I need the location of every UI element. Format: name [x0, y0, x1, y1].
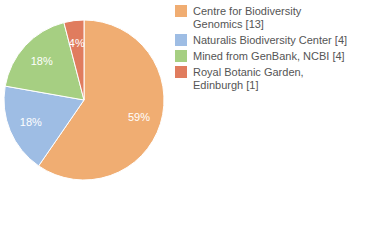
legend-label: Centre for BiodiversityGenomics [13] — [193, 5, 302, 30]
legend-entry: Centre for BiodiversityGenomics [13] — [175, 5, 302, 30]
chart: 59% 18% 18% 4% Centre for BiodiversityGenomi… — [0, 0, 380, 240]
legend-swatch — [175, 66, 187, 78]
legend: Centre for BiodiversityGenomics [13] Natu… — [175, 5, 347, 91]
legend-label: Naturalis Biodiversity Center [4] — [193, 34, 347, 46]
data-label: 4% — [69, 37, 85, 49]
legend-label: Mined from GenBank, NCBI [4] — [193, 50, 345, 62]
pie — [4, 20, 164, 180]
legend-swatch — [175, 34, 187, 46]
data-label: 18% — [20, 116, 42, 128]
legend-swatch — [175, 5, 187, 17]
legend-entry: Naturalis Biodiversity Center [4] — [175, 34, 347, 46]
legend-swatch — [175, 50, 187, 62]
data-label: 18% — [31, 55, 53, 67]
legend-entry: Royal Botanic Garden,Edinburgh [1] — [175, 66, 304, 91]
legend-label: Royal Botanic Garden,Edinburgh [1] — [193, 66, 304, 91]
pie-slice — [64, 20, 84, 100]
data-labels: 59% 18% 18% 4% — [20, 37, 150, 128]
data-label: 59% — [128, 111, 150, 123]
legend-entry: Mined from GenBank, NCBI [4] — [175, 50, 345, 62]
